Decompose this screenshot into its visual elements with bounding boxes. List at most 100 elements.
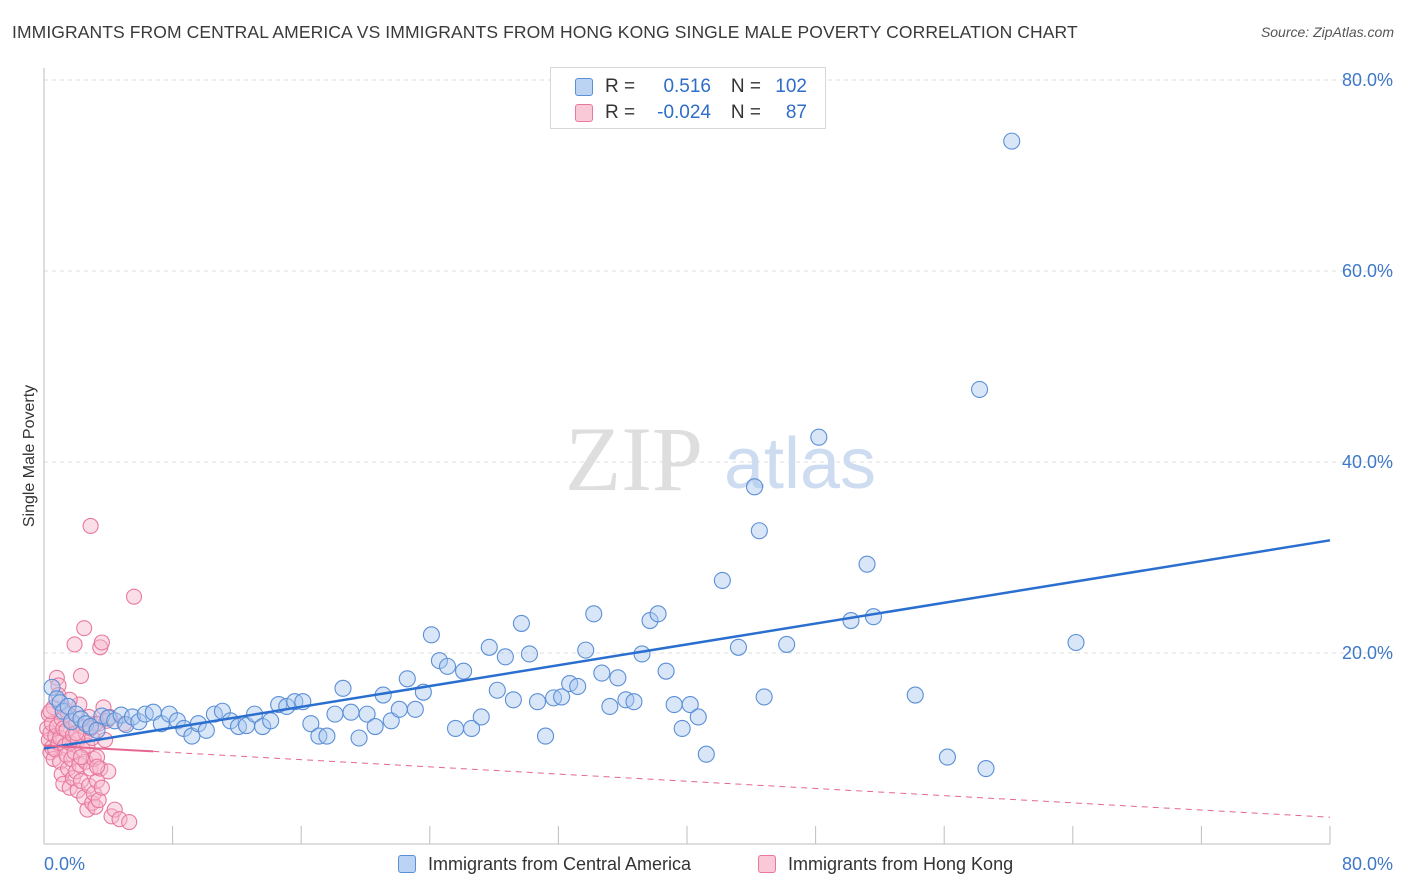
- central-america-point: [262, 712, 280, 730]
- legend-swatch-blue: [575, 78, 593, 96]
- y-tick-label: 20.0%: [1342, 643, 1393, 663]
- central-america-point: [472, 708, 490, 726]
- central-america-point: [106, 712, 124, 730]
- central-america-point: [536, 727, 555, 745]
- central-america-point: [778, 635, 796, 653]
- hong-kong-trend-line: [43, 744, 154, 753]
- central-america-point: [406, 700, 424, 718]
- central-america-point: [553, 688, 571, 706]
- correlation-legend: R = 0.516 N = 102 R = -0.024 N = 87: [550, 67, 826, 129]
- r-value: 0.516: [663, 76, 711, 97]
- hong-kong-point: [93, 779, 110, 796]
- central-america-point: [390, 700, 408, 718]
- hong-kong-point: [76, 620, 93, 637]
- legend-row-hong-kong: R = -0.024 N = 87: [575, 100, 807, 126]
- central-america-point: [569, 677, 587, 695]
- central-america-point: [350, 729, 368, 747]
- central-america-point: [601, 697, 619, 716]
- central-america-point: [326, 705, 344, 723]
- central-america-point: [480, 638, 498, 656]
- legend-item-hong-kong: Immigrants from Hong Kong: [758, 852, 1013, 876]
- hong-kong-point: [111, 811, 128, 828]
- x-tick-label-max: 80.0%: [1342, 854, 1393, 874]
- central-america-point: [864, 608, 883, 626]
- legend-label: Immigrants from Hong Kong: [788, 853, 1014, 874]
- y-axis-label: Single Male Poverty: [21, 385, 38, 527]
- gridlines: [44, 79, 1392, 654]
- central-america-point: [51, 694, 69, 712]
- central-america-point: [810, 428, 828, 446]
- central-america-trend-line: [43, 539, 1331, 750]
- central-america-point: [334, 679, 352, 697]
- r-label: R =: [605, 102, 636, 123]
- central-america-point: [504, 691, 522, 709]
- central-america-point: [577, 641, 595, 659]
- y-tick-labels: 20.0% 40.0% 60.0% 80.0%: [1342, 70, 1393, 663]
- legend-item-central-america: Immigrants from Central America: [398, 852, 691, 876]
- central-america-point: [366, 717, 384, 736]
- y-tick-label: 40.0%: [1342, 452, 1393, 472]
- central-america-point: [842, 611, 860, 630]
- central-america-point: [609, 669, 627, 687]
- hong-kong-trend-extension: [153, 750, 1331, 818]
- n-label: N =: [730, 102, 761, 123]
- source-label: Source: ZipAtlas.com: [1260, 24, 1394, 40]
- central-america-point: [971, 380, 989, 398]
- central-america-point: [673, 719, 691, 737]
- central-america-point: [512, 614, 530, 632]
- n-value: 87: [785, 102, 807, 123]
- hong-kong-point: [80, 777, 98, 794]
- hong-kong-point: [82, 517, 99, 535]
- watermark: ZIP atlas: [565, 408, 876, 510]
- central-america-point: [858, 555, 876, 573]
- legend-swatch-pink: [575, 104, 593, 122]
- central-america-point: [585, 605, 603, 623]
- central-america-point: [689, 708, 707, 726]
- hong-kong-point: [88, 758, 106, 775]
- central-america-point: [625, 693, 643, 711]
- hong-kong-point: [72, 667, 90, 684]
- central-america-point: [496, 648, 514, 666]
- legend-row-central-america: R = 0.516 N = 102: [575, 74, 807, 100]
- central-america-point: [665, 696, 683, 714]
- x-tick-labels: 0.0% 80.0%: [44, 854, 1393, 874]
- central-america-point: [93, 707, 111, 725]
- central-america-point: [438, 657, 457, 675]
- central-america-point: [755, 688, 773, 706]
- central-america-point: [1003, 132, 1021, 150]
- central-america-point: [697, 745, 715, 763]
- central-america-point: [649, 605, 667, 623]
- hong-kong-point: [72, 772, 90, 790]
- watermark-zip: ZIP: [565, 408, 703, 510]
- central-america-point: [88, 721, 106, 739]
- hong-kong-point: [90, 792, 107, 809]
- hong-kong-point: [121, 813, 138, 831]
- central-america-point: [455, 662, 473, 680]
- central-america-point: [729, 638, 747, 656]
- central-america-point: [745, 478, 764, 496]
- central-america-point: [713, 571, 731, 589]
- legend-label: Immigrants from Central America: [428, 853, 692, 874]
- central-america-point: [318, 727, 336, 745]
- central-america-point: [398, 670, 416, 688]
- central-america-point: [750, 522, 768, 540]
- trend-lines: [43, 539, 1331, 818]
- r-value: -0.024: [657, 102, 711, 123]
- central-america-point: [633, 645, 651, 663]
- hong-kong-point: [72, 749, 90, 766]
- y-tick-label: 60.0%: [1342, 261, 1393, 281]
- n-label: N =: [730, 76, 761, 97]
- legend-swatch-pink: [758, 855, 776, 873]
- central-america-point: [488, 681, 506, 699]
- hong-kong-point: [93, 634, 110, 651]
- central-america-point: [463, 719, 481, 737]
- hong-kong-point: [125, 588, 143, 605]
- central-america-point: [197, 721, 215, 739]
- central-america-point: [657, 662, 675, 680]
- central-america-point: [681, 696, 699, 714]
- central-america-point: [342, 703, 360, 721]
- central-america-point: [906, 686, 924, 704]
- y-tick-label: 80.0%: [1342, 70, 1393, 90]
- central-america-point: [593, 664, 611, 682]
